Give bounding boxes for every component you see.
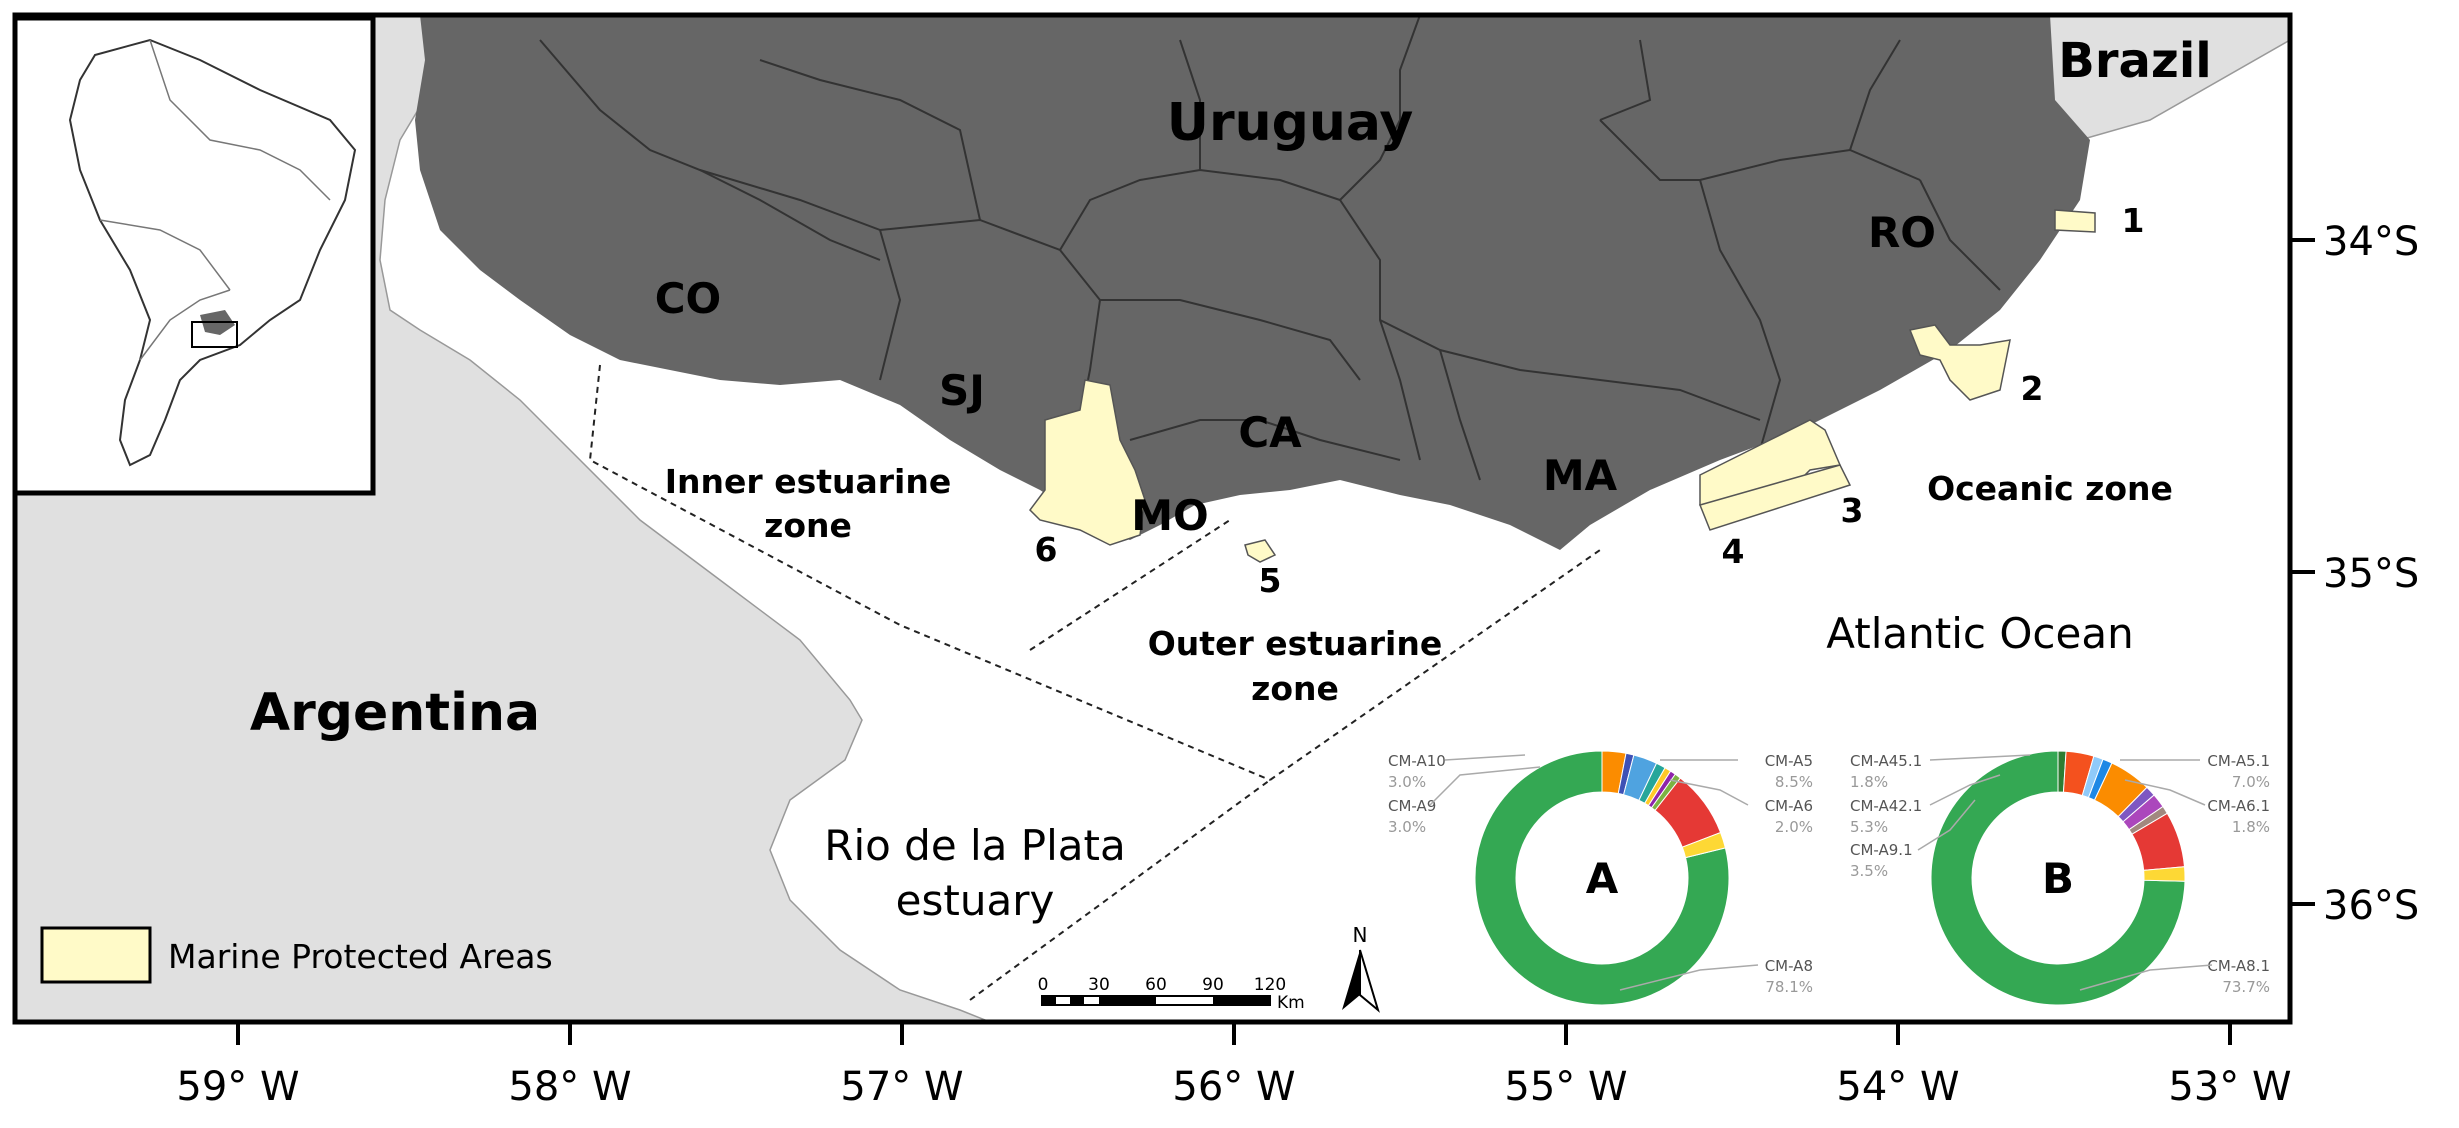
zone-label-outer-1: Outer estuarine <box>1148 624 1443 663</box>
label-atlantic-ocean: Atlantic Ocean <box>1826 609 2133 658</box>
department-label-ro: RO <box>1868 208 1936 257</box>
lon-label-56: 56° W <box>1172 1064 1295 1110</box>
donut-a-slice-cm-a6 <box>1681 831 1726 859</box>
scale-tick-120: 120 <box>1254 975 1286 995</box>
label-plata-2: estuary <box>896 876 1055 925</box>
donut-a-label-name-1: CM-A9 <box>1388 797 1436 815</box>
donut-b-label-name-1: CM-A42.1 <box>1850 797 1922 815</box>
map-frame <box>12 12 2293 1025</box>
donut-b-label-value-4: 1.8% <box>2232 818 2270 836</box>
lat-axis: 34°S 35°S 36°S <box>2290 219 2419 929</box>
donut-b-label-name-5: CM-A8.1 <box>2207 957 2270 975</box>
department-label-ma: MA <box>1543 451 1618 500</box>
donut-b-label-value-1: 5.3% <box>1850 818 1888 836</box>
mpa-number-4: 4 <box>1722 532 1745 571</box>
department-label-sj: SJ <box>939 366 985 415</box>
donut-a-label-value-1: 3.0% <box>1388 818 1426 836</box>
mpa-2 <box>1908 324 2011 401</box>
donut-a-label-name-0: CM-A10 <box>1388 752 1446 770</box>
lon-label-57: 57° W <box>840 1064 963 1110</box>
department-label-co: CO <box>655 274 722 323</box>
mpa-1 <box>2054 209 2096 233</box>
department-borders <box>539 14 2001 481</box>
mpa-number-2: 2 <box>2021 369 2044 408</box>
scale-tick-90: 90 <box>1202 975 1224 995</box>
donut-a-label-name-2: CM-A5 <box>1765 752 1813 770</box>
country-label-brazil: Brazil <box>2058 33 2212 89</box>
donut-b-labels: B CM-A45.1 1.8% CM-A42.1 5.3% CM-A9.1 3.… <box>1850 752 2270 996</box>
zone-label-outer-2: zone <box>1251 669 1339 708</box>
scale-tick-60: 60 <box>1145 975 1167 995</box>
lon-label-55: 55° W <box>1504 1064 1627 1110</box>
donut-a-labels: A CM-A10 3.0% CM-A9 3.0% CM-A5 8.5% CM-A… <box>1388 752 1813 996</box>
country-label-uruguay: Uruguay <box>1167 93 1414 153</box>
donut-b-label-name-2: CM-A9.1 <box>1850 841 1913 859</box>
donut-b-label-value-5: 73.7% <box>2222 978 2270 996</box>
department-label-mo: MO <box>1131 491 1209 540</box>
lat-label-36: 36°S <box>2323 883 2419 929</box>
donut-b-label-value-0: 1.8% <box>1850 773 1888 791</box>
label-plata-1: Rio de la Plata <box>824 821 1125 870</box>
donut-chart-b <box>1930 750 2186 1006</box>
zone-boundaries <box>588 364 1601 1001</box>
donut-b-label-value-2: 3.5% <box>1850 862 1888 880</box>
donut-a-label-name-4: CM-A8 <box>1765 957 1813 975</box>
donut-b-slice-cm-a6-1 <box>2143 866 2186 882</box>
lon-label-54: 54° W <box>1836 1064 1959 1110</box>
uruguay-landmass <box>415 15 2090 550</box>
north-arrow-icon: N <box>1342 923 1380 1013</box>
department-label-ca: CA <box>1238 408 1302 457</box>
mpa-6 <box>1029 379 1146 546</box>
mpa-5 <box>1244 539 1277 563</box>
donut-b-label-value-3: 7.0% <box>2232 773 2270 791</box>
donut-chart-a <box>1474 750 1730 1006</box>
north-label: N <box>1353 923 1368 947</box>
mpa-number-1: 1 <box>2122 201 2145 240</box>
scale-tick-0: 0 <box>1038 975 1049 995</box>
lon-label-58: 58° W <box>508 1064 631 1110</box>
country-label-argentina: Argentina <box>250 683 540 743</box>
inset-map <box>12 15 376 496</box>
donut-a-label-value-4: 78.1% <box>1765 978 1813 996</box>
donut-a-label-name-3: CM-A6 <box>1765 797 1813 815</box>
mpa-number-5: 5 <box>1259 561 1282 600</box>
lon-label-59: 59° W <box>176 1064 299 1110</box>
donut-a-slice-cm-a8 <box>1474 750 1730 1006</box>
lon-label-53: 53° W <box>2168 1064 2291 1110</box>
lon-axis: 59° W 58° W 57° W 56° W 55° W 54° W 53° … <box>176 1022 2292 1110</box>
mpa-polygons <box>1029 209 2096 563</box>
legend-label: Marine Protected Areas <box>168 937 553 976</box>
donut-a-title: A <box>1586 854 1619 903</box>
donut-b-label-name-4: CM-A6.1 <box>2207 797 2270 815</box>
zone-label-oceanic: Oceanic zone <box>1927 469 2173 508</box>
mpa-number-3: 3 <box>1841 491 1864 530</box>
donut-a-label-value-3: 2.0% <box>1775 818 1813 836</box>
zone-label-inner-2: zone <box>764 506 852 545</box>
lat-label-35: 35°S <box>2323 551 2419 597</box>
scale-unit: Km <box>1277 993 1305 1013</box>
donut-b-label-name-0: CM-A45.1 <box>1850 752 1922 770</box>
mpa-4 <box>1698 464 1852 531</box>
lat-label-34: 34°S <box>2323 219 2419 265</box>
donut-b-title: B <box>2042 854 2074 903</box>
inset-extent-box <box>191 321 238 348</box>
legend: Marine Protected Areas <box>40 926 553 984</box>
donut-a-label-value-0: 3.0% <box>1388 773 1426 791</box>
scale-tick-30: 30 <box>1088 975 1110 995</box>
legend-swatch <box>40 926 152 984</box>
mpa-number-6: 6 <box>1035 530 1058 569</box>
donut-b-label-name-3: CM-A5.1 <box>2207 752 2270 770</box>
donut-a-label-value-2: 8.5% <box>1775 773 1813 791</box>
zone-label-inner-1: Inner estuarine <box>665 462 951 501</box>
scale-bar: 0 30 60 90 120 Km <box>1038 975 1305 1013</box>
